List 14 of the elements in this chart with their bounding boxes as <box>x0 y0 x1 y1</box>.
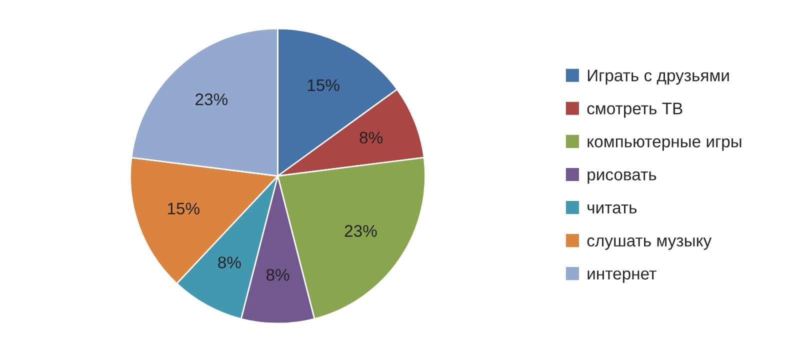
legend-label: рисовать <box>588 171 656 184</box>
legend-label: смотреть ТВ <box>587 102 682 118</box>
data-label: 8% <box>266 268 290 281</box>
data-label: 23% <box>196 93 228 106</box>
data-label: 8% <box>218 256 241 268</box>
data-label: 15% <box>308 79 340 92</box>
legend-label: читать <box>588 204 637 214</box>
legend-label: Играть с друзьями <box>588 70 729 85</box>
data-label: 23% <box>344 225 377 237</box>
legend-label: интернет <box>588 270 656 283</box>
legend-label: компьютерные игры <box>588 138 742 151</box>
legend-label: слушать музыку <box>587 237 712 250</box>
data-label: 8% <box>360 132 382 144</box>
data-label: 15% <box>168 202 200 214</box>
